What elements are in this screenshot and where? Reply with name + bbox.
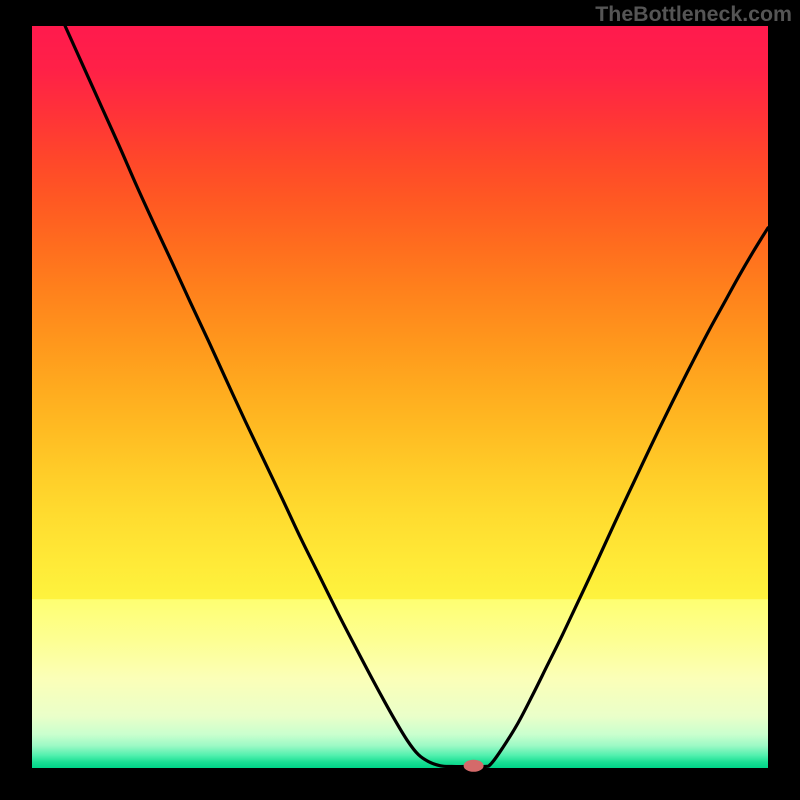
- bottleneck-chart: [0, 0, 800, 800]
- watermark-label: TheBottleneck.com: [595, 2, 792, 27]
- optimal-marker: [464, 760, 484, 772]
- gradient-panel: [32, 26, 768, 768]
- chart-stage: TheBottleneck.com: [0, 0, 800, 800]
